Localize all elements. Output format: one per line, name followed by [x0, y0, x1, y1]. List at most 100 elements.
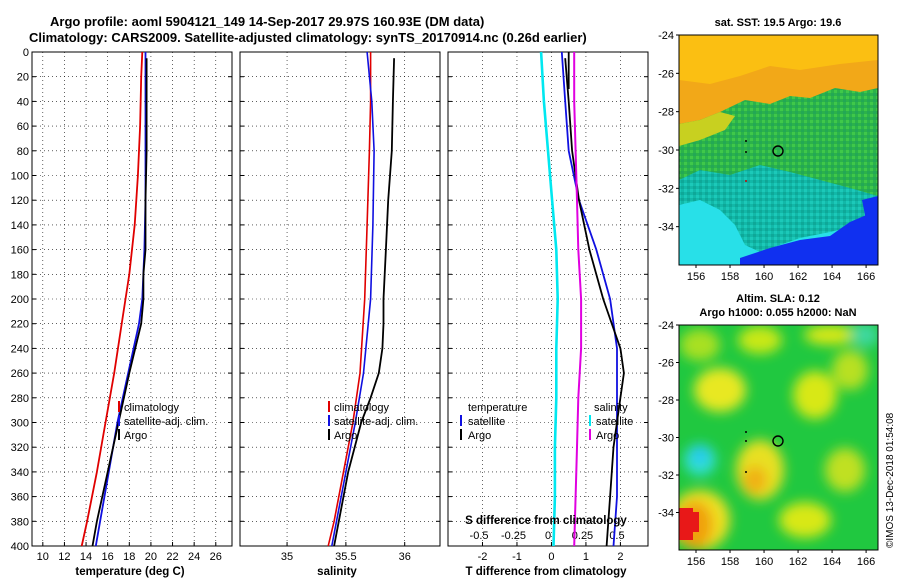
series-line-satellite-adj-clim- — [331, 51, 375, 547]
x-tick-label: 35 — [281, 551, 293, 563]
series-line-satellite-adj-clim- — [94, 52, 147, 547]
map-lat-label: -24 — [658, 320, 674, 332]
s-diff-tick-label: 0.5 — [609, 530, 624, 542]
map-lon-label: 166 — [857, 556, 875, 568]
pressure-tick-label: 180 — [11, 269, 29, 281]
title-line-1: Argo profile: aoml 5904121_149 14-Sep-20… — [50, 14, 484, 29]
pressure-tick-label: 340 — [11, 467, 29, 479]
map-lon-label: 156 — [687, 271, 705, 283]
sst-profile-dot — [745, 151, 747, 153]
s-diff-tick-label: -0.5 — [470, 530, 489, 542]
s-difference-xlabel: S difference from climatology — [465, 515, 627, 527]
legend-s-sat-label: satellite — [596, 416, 633, 428]
pressure-tick-label: 60 — [17, 121, 29, 133]
map-lat-label: -32 — [658, 183, 674, 195]
x-tick-label: 35.5 — [335, 551, 356, 563]
pressure-tick-label: 120 — [11, 195, 29, 207]
title-line-2: Climatology: CARS2009. Satellite-adjuste… — [29, 30, 587, 45]
series-line-climatology — [80, 51, 144, 547]
legend-temperature-heading: temperature — [468, 402, 527, 414]
salinity-xlabel: salinity — [317, 566, 357, 578]
sst-map-title: sat. SST: 19.5 Argo: 19.6 — [715, 17, 842, 29]
map-lon-label: 162 — [789, 556, 807, 568]
series-line-s-satellite — [539, 51, 560, 547]
difference-plot: -2 -1 0 1 2 -0.5 -0.25 0 0.25 0.5 — [448, 51, 648, 563]
x-tick-label: 22 — [166, 551, 178, 563]
x-tick-label: 26 — [210, 551, 222, 563]
sla-red-patch — [679, 508, 693, 540]
pressure-tick-label: 280 — [11, 393, 29, 405]
legend-sat-label: satellite-adj. clim. — [124, 416, 208, 428]
legend-clim-label: climatology — [334, 402, 390, 414]
s-diff-tick-label: 0 — [545, 530, 551, 542]
pressure-tick-label: 240 — [11, 343, 29, 355]
map-lon-label: 160 — [755, 556, 773, 568]
series-line-argo — [91, 58, 148, 547]
map-lon-label: 164 — [823, 271, 841, 283]
temperature-xlabel: temperature (deg C) — [75, 566, 184, 578]
map-lat-label: -34 — [658, 222, 674, 234]
pressure-tick-label: 360 — [11, 492, 29, 504]
s-diff-tick-label: -0.25 — [501, 530, 526, 542]
sla-map-title-2: Argo h1000: 0.055 h2000: NaN — [699, 307, 856, 319]
map-lat-label: -24 — [658, 30, 674, 42]
legend-s-argo-label: Argo — [596, 430, 619, 442]
pressure-tick-label: 20 — [17, 72, 29, 84]
legend-salinity-heading: salinity — [594, 402, 628, 414]
map-lat-label: -34 — [658, 508, 674, 520]
map-lat-label: -32 — [658, 470, 674, 482]
sst-profile-dot — [745, 140, 747, 142]
series-line-s-argo — [573, 52, 583, 547]
sla-profile-dot — [745, 471, 747, 473]
pressure-tick-label: 40 — [17, 96, 29, 108]
salinity-plot: 35 35.5 36 — [240, 51, 440, 563]
sla-map-image — [679, 325, 878, 550]
sst-argo-position-marker — [772, 145, 784, 157]
legend-argo-label: Argo — [124, 430, 147, 442]
pressure-tick-label: 200 — [11, 294, 29, 306]
sst-map-image — [679, 35, 878, 265]
series-line-t-satellite — [560, 51, 618, 547]
x-tick-label: 24 — [188, 551, 200, 563]
x-tick-label: 18 — [123, 551, 135, 563]
map-lon-label: 166 — [857, 271, 875, 283]
sst-profile-dot — [745, 180, 747, 182]
pressure-tick-label: 140 — [11, 220, 29, 232]
imos-watermark: ©IMOS 13-Dec-2018 01:54:08 — [885, 412, 896, 548]
x-tick-label: 20 — [145, 551, 157, 563]
map-lat-label: -26 — [658, 68, 674, 80]
pressure-tick-label: 80 — [17, 146, 29, 158]
legend-argo-label: Argo — [334, 430, 357, 442]
map-lon-label: 156 — [687, 556, 705, 568]
sla-map-axes: -24 -26 -28 -30 -32 -34 156 158 160 162 164 166 — [658, 320, 875, 568]
sst-yellow-band — [679, 112, 735, 146]
legend-t-argo-label: Argo — [468, 430, 491, 442]
sst-blue-patch — [862, 196, 878, 220]
pressure-tick-label: 160 — [11, 245, 29, 257]
x-tick-label: 0 — [548, 551, 554, 563]
pressure-tick-label: 300 — [11, 418, 29, 430]
map-lat-label: -26 — [658, 358, 674, 370]
pressure-tick-label: 100 — [11, 171, 29, 183]
legend-t-sat-label: satellite — [468, 416, 505, 428]
salinity-legend: climatology satellite-adj. clim. Argo — [328, 401, 418, 442]
legend-clim-label: climatology — [124, 402, 180, 414]
series-line-argo — [333, 58, 395, 547]
sla-profile-dot — [745, 431, 747, 433]
pressure-tick-label: 220 — [11, 319, 29, 331]
x-tick-label: 2 — [617, 551, 623, 563]
map-lat-label: -30 — [658, 433, 674, 445]
map-lon-label: 158 — [721, 556, 739, 568]
map-lat-label: -30 — [658, 145, 674, 157]
difference-legend: temperature satellite Argo salinity sate… — [460, 402, 633, 442]
pressure-tick-label: 320 — [11, 442, 29, 454]
x-tick-label: -2 — [478, 551, 488, 563]
temperature-plot: 10 12 14 16 18 20 22 24 26 — [32, 51, 232, 563]
pressure-tick-label: 0 — [23, 47, 29, 59]
map-lon-label: 164 — [823, 556, 841, 568]
pressure-tick-label: 400 — [11, 541, 29, 553]
s-diff-tick-label: 0.25 — [572, 530, 593, 542]
sla-map-title-1: Altim. SLA: 0.12 — [736, 293, 820, 305]
series-line-climatology — [327, 52, 372, 547]
